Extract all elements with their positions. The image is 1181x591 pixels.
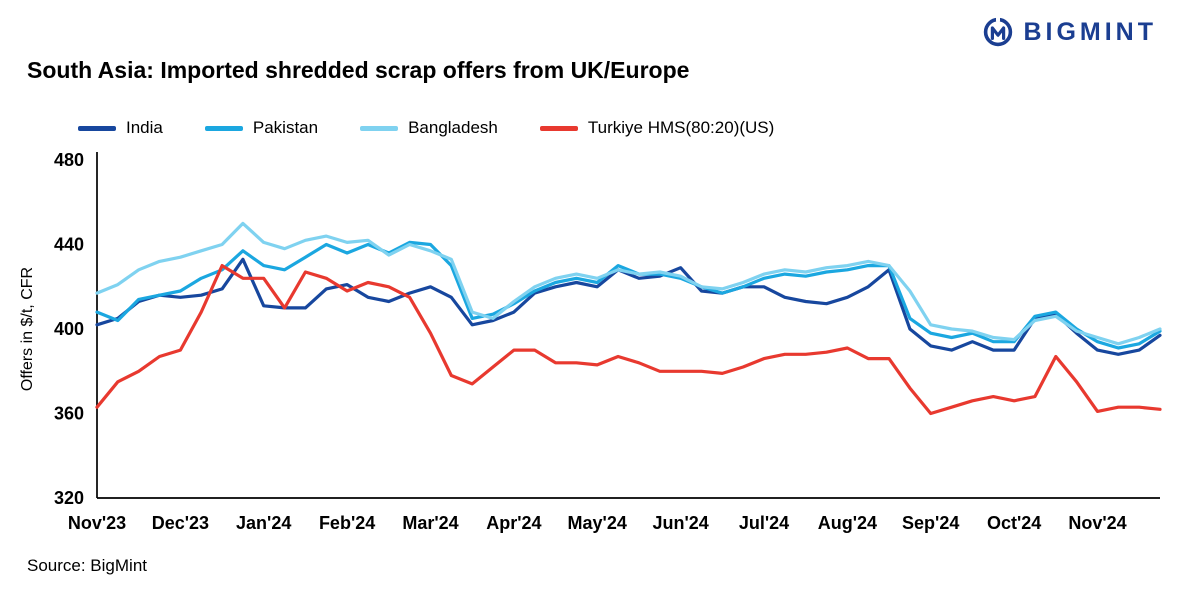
- legend-item-turkiye-hms-80-20-us: Turkiye HMS(80:20)(US): [539, 118, 775, 138]
- x-tick-label: Oct'24: [987, 513, 1041, 533]
- series-line-pakistan: [95, 240, 1162, 350]
- series-line-turkiye-hms-80-20-us: [95, 263, 1162, 416]
- y-tick-label: 320: [54, 488, 84, 508]
- x-tick-label: Nov'23: [68, 513, 126, 533]
- legend: India Pakistan Bangladesh Turkiye HMS(80:20…: [78, 118, 774, 138]
- bigmint-logo: BIGMINT: [982, 16, 1157, 48]
- x-tick-label: Nov'24: [1068, 513, 1126, 533]
- series-line-india: [95, 257, 1162, 356]
- x-tick-label: Dec'23: [152, 513, 209, 533]
- chart: 320 360 400 440 480 Offers in $/t, CFR Nov'23 D…: [12, 146, 1174, 551]
- x-tick-label: Jul'24: [739, 513, 789, 533]
- x-tick-label: Mar'24: [402, 513, 458, 533]
- y-tick-label: 360: [54, 404, 84, 424]
- legend-item-pakistan: Pakistan: [204, 118, 319, 138]
- legend-swatch: [204, 125, 243, 131]
- legend-label: Pakistan: [252, 118, 319, 137]
- y-tick-label: 480: [54, 150, 84, 170]
- series-line-bangladesh: [95, 221, 1162, 346]
- chart-svg: 320 360 400 440 480 Offers in $/t, CFR Nov'23 D…: [19, 150, 1162, 533]
- legend-item-india: India: [78, 118, 163, 138]
- legend-swatch: [78, 125, 116, 131]
- y-tick-label: 400: [54, 319, 84, 339]
- chart-title: South Asia: Imported shredded scrap offe…: [27, 57, 690, 83]
- x-tick-label: Jun'24: [652, 513, 708, 533]
- legend-label: India: [126, 118, 163, 137]
- y-tick-label: 440: [54, 235, 84, 255]
- bigmint-logo-text: BIGMINT: [1023, 17, 1157, 46]
- x-tick-label: Sep'24: [902, 513, 959, 533]
- legend-swatch: [539, 125, 578, 131]
- x-tick-label: Jan'24: [236, 513, 291, 533]
- x-tick-label: Aug'24: [818, 513, 877, 533]
- bigmint-logo-icon: [982, 16, 1014, 48]
- legend-item-bangladesh: Bangladesh: [360, 118, 498, 138]
- x-tick-label: May'24: [568, 513, 627, 533]
- legend-label: Bangladesh: [408, 118, 498, 137]
- legend-label: Turkiye HMS(80:20)(US): [587, 118, 775, 137]
- x-tick-label: Apr'24: [486, 513, 541, 533]
- x-tick-label: Feb'24: [319, 513, 375, 533]
- legend-swatch: [360, 125, 399, 131]
- y-axis-title: Offers in $/t, CFR: [19, 267, 36, 391]
- source-note: Source: BigMint: [27, 556, 147, 575]
